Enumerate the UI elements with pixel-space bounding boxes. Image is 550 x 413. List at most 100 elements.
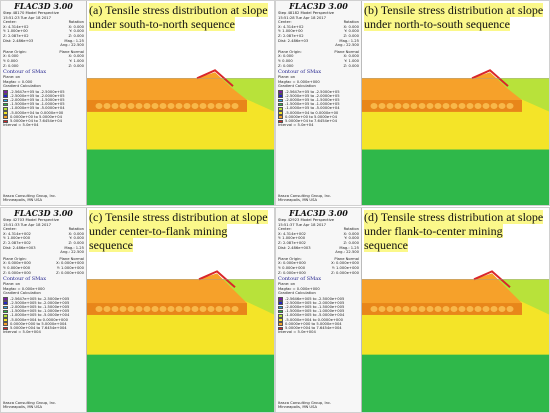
interval: Interval = 5.0e+004	[3, 330, 41, 335]
legend: -2.5646e+005 to -2.5000e+005 -2.5000e+00…	[278, 297, 359, 331]
ang: Ang.: 22.500	[335, 43, 359, 48]
quadrant-c: FLAC3D 3.00 Step 42703 Model Perspective…	[0, 207, 275, 413]
footer: Itasca Consulting Group, Inc. Minneapoli…	[3, 401, 56, 410]
legend-row: -2.5646e+005 to -2.5000e+005	[278, 297, 359, 301]
legend-swatch	[3, 305, 8, 310]
plane-origin-label: Plane Origin:	[3, 256, 27, 261]
dist: Dist: 2.486e+03	[278, 38, 309, 43]
contour-title: Contour of SMax	[278, 69, 322, 76]
origin-z: Z: 0.000	[278, 63, 294, 68]
legend-row: -1.5000e+005 to -1.0000e+005	[3, 309, 84, 314]
legend-row: 0.0000e+000 to 5.0000e+004	[278, 322, 359, 326]
footer: Itasca Consulting Group, Inc. Minneapoli…	[278, 401, 331, 410]
legend-row: -1.0000e+05 to -5.0000e+04	[278, 106, 359, 111]
legend-row: -5.0000e+04 to 0.0000e+00	[278, 111, 359, 115]
legend-row: -1.5000e+005 to -1.0000e+005	[278, 309, 359, 314]
rot-z: Z: 0.000	[343, 240, 360, 245]
origin-y: Y: 0.000	[3, 58, 18, 63]
dist: Dist: 2.486e+003	[3, 245, 36, 250]
plane-normal-label: Plane Normal	[59, 256, 84, 261]
info-panel: FLAC3D 3.00 Step 42923 Model Perspective…	[276, 208, 362, 412]
center-label: Center:	[278, 20, 292, 25]
plane-on: Plane: on	[3, 282, 21, 287]
legend-swatch	[278, 111, 283, 115]
plane-normal-label: Plane Normal	[334, 256, 359, 261]
legend-row: -1.0000e+005 to -5.0000e+004	[3, 313, 84, 318]
legend-swatch	[3, 94, 8, 98]
legend-row: 5.0000e+004 to 7.6454e+004	[278, 326, 359, 331]
ang: Ang.: 22.500	[60, 43, 84, 48]
legend-swatch	[278, 98, 283, 103]
ang: Ang.: 22.500	[60, 250, 84, 255]
gradient-label: Gradient Calculation	[278, 291, 316, 296]
rot-z: Z: 0.000	[68, 33, 85, 38]
legend-swatch	[3, 102, 8, 107]
legend-row: 5.0000e+04 to 7.6454e+04	[3, 119, 84, 124]
center-label: Center:	[278, 227, 292, 232]
legend-row: 0.0000e+00 to 5.0000e+04	[278, 115, 359, 119]
plane-on: Plane: on	[3, 75, 21, 80]
footer: Itasca Consulting Group, Inc. Minneapoli…	[3, 194, 56, 203]
center-y: Y: 1.000e+000	[3, 236, 31, 241]
legend-swatch	[3, 326, 8, 331]
rot-x: X: 0.000	[343, 24, 360, 29]
stress-plot	[87, 208, 274, 412]
legend-swatch	[278, 305, 283, 310]
origin-x: X: 0.000e+000	[3, 261, 31, 266]
legend-swatch	[278, 322, 283, 326]
legend-row: 5.0000e+04 to 7.6454e+04	[278, 119, 359, 124]
legend-swatch	[278, 313, 283, 318]
legend: -2.5647e+05 to -2.5000e+05 -2.5000e+05 t…	[278, 90, 359, 124]
info-panel: FLAC3D 3.00 Step 48182 Model Perspective…	[276, 1, 362, 205]
normal-x: X: 0.000	[343, 54, 360, 59]
legend-swatch	[3, 115, 8, 119]
legend-swatch	[278, 326, 283, 331]
stress-plot	[362, 208, 549, 412]
legend-swatch	[3, 119, 8, 124]
stress-contour-graphic	[362, 270, 549, 412]
legend-row: -1.5000e+05 to -1.0000e+05	[278, 102, 359, 107]
rot-x: X: 0.000	[68, 24, 85, 29]
timestamp: 15:51:28 Tue Apr 18 2017	[278, 15, 327, 20]
center-z: Z: 2.087e+02	[278, 33, 304, 38]
magfac: Magfac = 0.000e+000	[278, 79, 320, 84]
ang: Ang.: 22.500	[335, 250, 359, 255]
legend-swatch	[278, 106, 283, 111]
quadrant-b: FLAC3D 3.00 Step 48182 Model Perspective…	[275, 0, 550, 206]
legend-row: -2.5647e+05 to -2.5000e+05	[278, 90, 359, 94]
rot-z: Z: 0.000	[343, 33, 360, 38]
legend-row: -2.5647e+05 to -2.5000e+05	[3, 90, 84, 94]
step-info: Step 48170 Model Perspective	[3, 11, 60, 15]
company: Itasca Consulting Group, Inc.	[3, 193, 57, 198]
normal-y: Y: 1.000	[344, 58, 359, 63]
plane-normal-label: Plane Normal	[59, 49, 84, 54]
rotation-label: Rotation	[68, 227, 84, 232]
normal-y: Y: 1.000	[69, 58, 84, 63]
rot-x: X: 0.000	[343, 231, 360, 236]
interval: Interval = 5.0e+04	[278, 123, 314, 128]
city: Minneapolis, MN USA	[3, 405, 43, 410]
center-x: X: 4.314e+002	[3, 231, 31, 236]
step-info: Step 42923 Model Perspective	[278, 218, 335, 222]
legend-row: -2.0000e+05 to -1.5000e+05	[278, 98, 359, 103]
legend-swatch	[278, 309, 283, 314]
mag: Mag.: 1.25	[339, 38, 359, 43]
legend-swatch	[3, 297, 8, 301]
legend-swatch	[3, 90, 8, 94]
center-x: X: 4.314e+02	[278, 24, 304, 29]
timestamp: 15:51:33 Tue Apr 18 2017	[3, 222, 52, 227]
legend-swatch	[3, 322, 8, 326]
mag: Mag.: 1.25	[339, 245, 359, 250]
legend-swatch	[278, 318, 283, 322]
rot-y: Y: 0.000	[69, 236, 84, 241]
legend-row: -2.5000e+05 to -2.0000e+05	[278, 94, 359, 98]
brand-title: FLAC3D 3.00	[289, 1, 348, 11]
legend-row: -2.5000e+05 to -2.0000e+05	[3, 94, 84, 98]
city: Minneapolis, MN USA	[278, 198, 318, 203]
origin-x: X: 0.000e+000	[278, 261, 306, 266]
plane-on: Plane: on	[278, 75, 296, 80]
legend-swatch	[278, 115, 283, 119]
quadrant-a: FLAC3D 3.00 Step 48170 Model Perspective…	[0, 0, 275, 206]
legend-swatch	[278, 94, 283, 98]
origin-y: Y: 0.000	[278, 58, 293, 63]
